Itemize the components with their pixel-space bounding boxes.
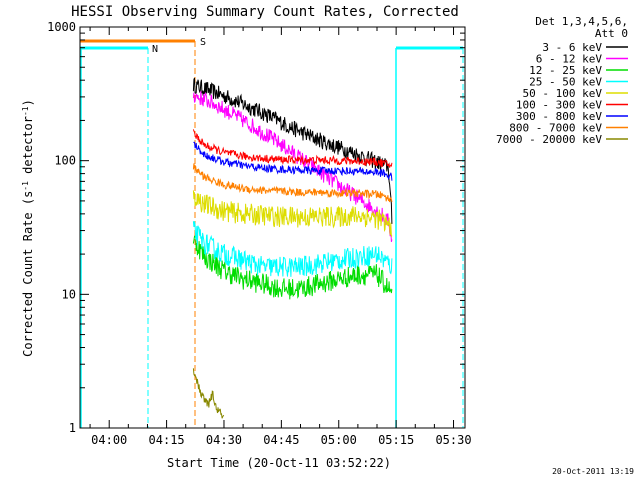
y-tick-label: 1	[69, 421, 76, 435]
y-axis-label-mid: detector	[21, 116, 35, 181]
legend-label: 50 - 100 keV	[523, 87, 603, 100]
legend-label: 25 - 50 keV	[529, 76, 602, 89]
legend-label: 100 - 300 keV	[516, 99, 602, 112]
y-axis-label-sup2: -1	[21, 106, 30, 116]
flag-label-s: S	[200, 37, 206, 48]
y-axis-label-end: )	[21, 99, 35, 106]
flag-label-n: N	[152, 44, 158, 55]
series-line-7000-20000-kev	[192, 368, 225, 419]
legend-label: 7000 - 20000 keV	[496, 133, 602, 146]
x-tick-label: 04:00	[91, 433, 127, 447]
y-axis-label: Corrected Count Rate (s-1 detector-1)	[21, 99, 36, 357]
series-line-50-100-kev	[192, 190, 393, 237]
legend-header-1: Det 1,3,4,5,6,	[535, 15, 628, 28]
legend-header-2: Att 0	[595, 27, 628, 40]
x-tick-label: 05:00	[321, 433, 357, 447]
y-tick-label: 10	[62, 287, 76, 301]
series-line-100-300-kev	[192, 129, 393, 168]
legend-label: 12 - 25 keV	[529, 64, 602, 77]
x-tick-label: 05:30	[435, 433, 471, 447]
x-tick-label: 05:15	[378, 433, 414, 447]
series-line-3-6-kev	[192, 77, 393, 224]
y-tick-label: 100	[54, 154, 76, 168]
x-tick-label: 04:15	[149, 433, 185, 447]
y-axis-label-sup1: -1	[21, 181, 30, 191]
x-axis: 04:00 04:15 04:30 04:45 05:00 05:15 05:30	[89, 27, 472, 447]
legend-label: 6 - 12 keV	[536, 53, 603, 66]
timestamp: 20-Oct-2011 13:19	[552, 467, 634, 476]
x-tick-label: 04:45	[263, 433, 299, 447]
series-line-800-7000-kev	[192, 163, 393, 203]
legend-label: 800 - 7000 keV	[509, 122, 602, 135]
series-line-6-12-kev	[192, 90, 393, 243]
series-line-25-50-kev	[192, 221, 393, 277]
series-line-12-25-kev	[192, 234, 393, 300]
y-axis-label-main: Corrected Count Rate (s	[21, 191, 35, 357]
plot-frame	[79, 26, 466, 429]
legend-label: 300 - 800 keV	[516, 110, 602, 123]
x-axis-label: Start Time (20-Oct-11 03:52:22)	[167, 456, 391, 470]
y-tick-label: 1000	[47, 20, 76, 34]
chart-title: HESSI Observing Summary Count Rates, Cor…	[71, 4, 459, 20]
series-line-300-800-kev	[193, 141, 393, 181]
x-tick-label: 04:30	[206, 433, 242, 447]
plot-area: NS	[80, 37, 464, 428]
legend-label: 3 - 6 keV	[542, 41, 602, 54]
y-axis: 1 10 100 1000	[47, 20, 465, 435]
